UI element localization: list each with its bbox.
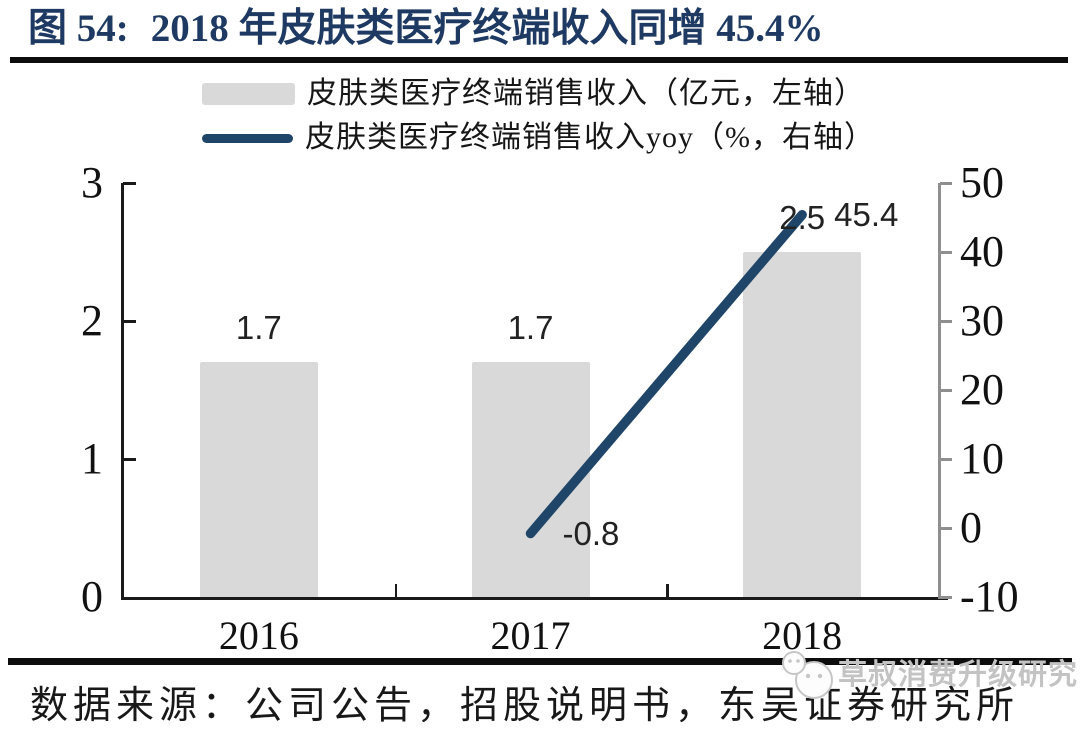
- footer-divider-rule: [8, 658, 1072, 665]
- legend-item-revenue: 皮肤类医疗终端销售收入（亿元，左轴）: [202, 77, 865, 111]
- x-axis-label: 2016: [218, 613, 299, 658]
- right-axis-tick: [940, 458, 952, 461]
- right-axis-label: 0: [960, 503, 982, 552]
- yoy-value-label: 45.4: [834, 195, 899, 233]
- right-axis: [938, 183, 941, 599]
- title-divider-rule: [10, 57, 1068, 63]
- yoy-value-label: -0.8: [562, 514, 620, 552]
- x-axis-tick: [666, 584, 669, 597]
- right-axis-tick: [940, 251, 952, 254]
- watermark-text: 草叔消费升级研究: [838, 659, 1079, 691]
- figure-number: 图 54:: [28, 7, 129, 50]
- chart-title: 图 54: 2018 年皮肤类医疗终端收入同增 45.4%: [28, 6, 824, 52]
- x-axis-label: 2017: [490, 613, 571, 658]
- bar-value-label: 1.7: [235, 309, 282, 347]
- left-axis-label: 3: [81, 158, 103, 207]
- right-axis-tick: [940, 389, 952, 392]
- chart-title-text: 2018 年皮肤类医疗终端收入同增 45.4%: [150, 7, 824, 50]
- revenue-bar: [471, 362, 590, 597]
- legend-label-yoy: 皮肤类医疗终端销售收入yoy（%，右轴）: [305, 121, 875, 154]
- legend-label-revenue: 皮肤类医疗终端销售收入（亿元，左轴）: [307, 77, 865, 110]
- bar-value-label: 1.7: [507, 309, 554, 347]
- bar-series-swatch: [202, 83, 295, 105]
- x-axis-label: 2018: [762, 613, 843, 658]
- left-axis-label: 2: [81, 296, 103, 345]
- left-axis-tick: [123, 320, 136, 323]
- left-axis-label: 0: [81, 572, 103, 621]
- x-axis-tick: [394, 584, 398, 597]
- right-axis-tick: [940, 182, 952, 185]
- revenue-bar: [199, 362, 318, 597]
- right-axis-tick: [940, 527, 952, 530]
- revenue-bar: [743, 252, 862, 597]
- x-axis: [121, 597, 948, 600]
- left-axis-label: 1: [81, 434, 103, 483]
- wechat-bubbles-icon: [782, 651, 833, 699]
- data-source-note: 数据来源：公司公告，招股说明书，东吴证券研究所: [30, 685, 1020, 727]
- right-axis-label: 40: [960, 227, 1004, 276]
- right-axis-label: 30: [960, 296, 1004, 345]
- line-series-swatch: [202, 133, 293, 143]
- right-axis-tick: [940, 596, 952, 599]
- right-axis-label: 50: [960, 158, 1004, 207]
- left-axis-tick: [123, 182, 136, 185]
- right-axis-tick: [940, 320, 952, 323]
- left-axis: [121, 183, 124, 599]
- right-axis-label: 20: [960, 365, 1004, 414]
- watermark: 草叔消费升级研究: [780, 648, 1078, 702]
- legend-item-yoy: 皮肤类医疗终端销售收入yoy（%，右轴）: [202, 121, 875, 155]
- right-axis-label: 10: [960, 434, 1004, 483]
- right-axis-label: -10: [960, 572, 1019, 621]
- left-axis-tick: [123, 458, 136, 461]
